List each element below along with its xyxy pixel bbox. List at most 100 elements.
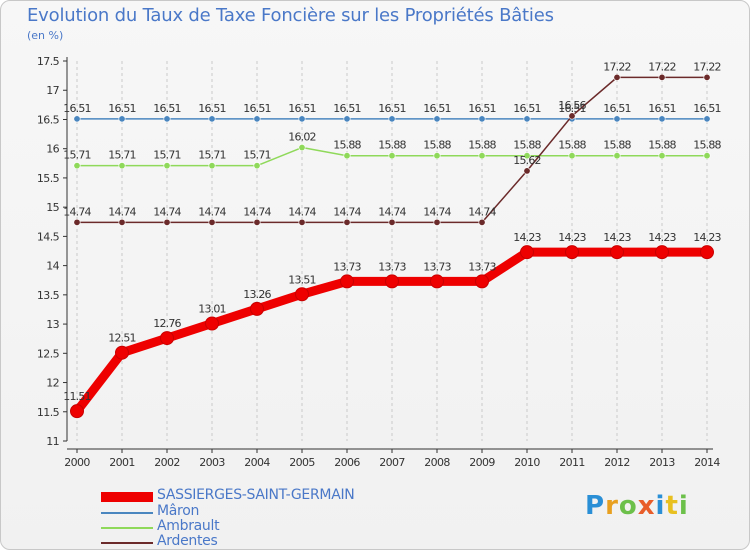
data-point (523, 152, 531, 160)
data-point (253, 162, 261, 170)
y-tick-label: 16.5 (37, 113, 60, 126)
data-label: 15.71 (63, 149, 91, 162)
data-point (568, 112, 576, 120)
x-tick-label: 2006 (334, 456, 360, 469)
data-point (160, 331, 174, 346)
data-label: 15.88 (648, 139, 676, 152)
data-label: 12.51 (108, 332, 136, 345)
data-point (298, 218, 306, 226)
data-point (388, 218, 396, 226)
x-tick-label: 2008 (424, 456, 450, 469)
data-point (163, 162, 171, 170)
data-point (343, 152, 351, 160)
x-tick-label: 2014 (694, 456, 720, 469)
x-tick-label: 2011 (559, 456, 585, 469)
x-tick-label: 2001 (109, 456, 135, 469)
data-point (115, 345, 129, 360)
logo-letter: x (637, 491, 656, 521)
data-label: 15.88 (603, 139, 631, 152)
x-tick-label: 2013 (649, 456, 675, 469)
data-label: 16.51 (693, 102, 721, 115)
data-label: 17.22 (603, 60, 631, 73)
data-label: 16.51 (243, 102, 271, 115)
data-label: 12.76 (153, 317, 181, 330)
data-point (433, 115, 441, 123)
data-label: 16.51 (513, 102, 541, 115)
data-label: 14.23 (513, 231, 541, 244)
data-point (118, 162, 126, 170)
y-tick-label: 11 (46, 435, 59, 448)
data-label: 15.71 (243, 149, 271, 162)
logo-letter: o (618, 491, 638, 521)
data-point (163, 115, 171, 123)
logo-letter: P (585, 491, 606, 521)
data-point (298, 115, 306, 123)
data-point (208, 218, 216, 226)
data-label: 14.74 (333, 205, 361, 218)
data-label: 17.22 (693, 60, 721, 73)
legend-swatch-ambrault (101, 527, 153, 529)
data-label: 13.26 (243, 288, 271, 301)
data-point (253, 218, 261, 226)
data-label: 14.74 (108, 205, 136, 218)
chart-title: Evolution du Taux de Taxe Foncière sur l… (27, 5, 554, 26)
data-label: 14.74 (288, 205, 316, 218)
data-label: 14.23 (558, 231, 586, 244)
x-tick-label: 2005 (289, 456, 315, 469)
series-sassierges-saint-germain: 11.51 12.51 12.76 13.01 13.26 13.51 13.73 13.73… (63, 231, 722, 419)
data-point (295, 287, 309, 302)
data-point (385, 274, 399, 289)
logo-letter: r (605, 491, 619, 521)
data-label: 16.51 (468, 102, 496, 115)
data-point (73, 218, 81, 226)
data-point (703, 73, 711, 81)
data-label: 16.51 (558, 102, 586, 115)
data-label: 14.23 (693, 231, 721, 244)
data-point (523, 167, 531, 175)
data-point (343, 115, 351, 123)
data-point (70, 404, 84, 419)
data-label: 17.22 (648, 60, 676, 73)
data-label: 14.23 (648, 231, 676, 244)
data-point (118, 115, 126, 123)
data-label: 15.88 (333, 139, 361, 152)
proxiti-logo: Proxiti (585, 491, 689, 521)
data-label: 15.88 (468, 139, 496, 152)
data-point (205, 316, 219, 331)
data-label: 16.51 (108, 102, 136, 115)
data-point (340, 274, 354, 289)
series-ardentes: 14.74 14.74 14.74 14.74 14.74 14.74 14.74 14.74… (63, 60, 722, 226)
data-label: 15.88 (423, 139, 451, 152)
data-point (475, 274, 489, 289)
data-label: 14.74 (198, 205, 226, 218)
data-point (163, 218, 171, 226)
data-point (73, 162, 81, 170)
data-label: 15.71 (198, 149, 226, 162)
data-label: 14.74 (468, 205, 496, 218)
data-label: 16.51 (423, 102, 451, 115)
x-tick-label: 2009 (469, 456, 495, 469)
data-label: 11.51 (63, 390, 91, 403)
data-label: 16.51 (648, 102, 676, 115)
y-tick-label: 11.5 (37, 406, 60, 419)
x-tick-label: 2007 (379, 456, 405, 469)
y-tick-label: 12.5 (37, 347, 60, 360)
x-tick-label: 2004 (244, 456, 270, 469)
data-label: 15.88 (513, 139, 541, 152)
data-label: 16.51 (288, 102, 316, 115)
data-point (478, 115, 486, 123)
legend-swatch-sassierges (101, 492, 153, 502)
data-label: 16.51 (63, 102, 91, 115)
data-point (118, 218, 126, 226)
data-label: 13.51 (288, 273, 316, 286)
data-label: 16.51 (153, 102, 181, 115)
data-point (433, 218, 441, 226)
data-label: 13.73 (423, 260, 451, 273)
data-label: 13.73 (468, 260, 496, 273)
data-point (343, 218, 351, 226)
data-point (568, 152, 576, 160)
x-tick-label: 2010 (514, 456, 540, 469)
data-label: 15.88 (558, 139, 586, 152)
